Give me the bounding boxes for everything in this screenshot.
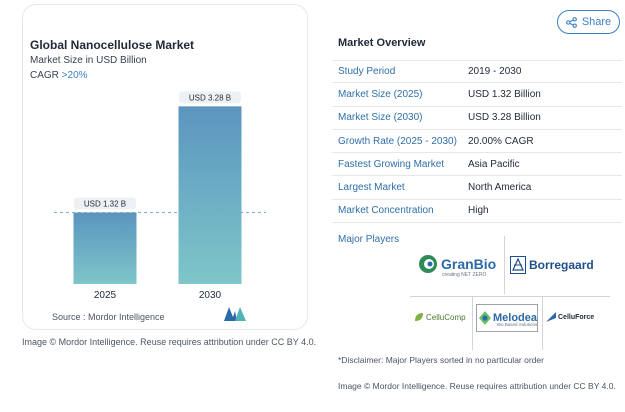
overview-row-fastest-growing: Fastest Growing Market Asia Pacific	[332, 153, 622, 177]
cellucomp-logo: CelluComp	[414, 312, 466, 322]
divider	[504, 236, 505, 294]
melodea-subtitle: Bio Based Solutions	[497, 322, 538, 327]
borregaard-logo: Borregaard	[510, 256, 594, 274]
chart-attribution: Image © Mordor Intelligence. Reuse requi…	[22, 337, 317, 347]
players-grid: GranBio creating NET ZERO Borregaard Cel…	[410, 236, 610, 350]
overview-row-market-size-2025: Market Size (2025) USD 1.32 Billion	[332, 83, 622, 107]
granbio-swirl-icon	[419, 255, 437, 273]
overview-label: Market Concentration	[338, 205, 434, 217]
overview-label: Study Period	[338, 66, 396, 78]
share-icon	[565, 16, 577, 28]
cagr-value: >20%	[61, 70, 88, 81]
x-tick-label: 2030	[199, 290, 222, 301]
players-title: Major Players	[338, 234, 400, 245]
overview-row-growth-rate: Growth Rate (2025 - 2030) 20.00% CAGR	[332, 130, 622, 154]
data-label-bg	[179, 91, 241, 104]
divider	[472, 296, 473, 350]
chart-subtitle: Market Size in USD Billion	[30, 55, 147, 66]
cellucomp-leaf-icon	[415, 313, 423, 321]
share-label: Share	[581, 16, 612, 28]
share-button[interactable]: Share	[557, 10, 620, 34]
overview-row-market-size-2030: Market Size (2030) USD 3.28 Billion	[332, 107, 622, 130]
overview-value: Asia Pacific	[468, 158, 520, 170]
data-label-bg	[74, 197, 136, 210]
granbio-tagline: creating NET ZERO	[442, 272, 487, 278]
overview-label: Growth Rate (2025 - 2030)	[338, 135, 457, 147]
overview-value: 2019 - 2030	[468, 66, 522, 78]
overview-value: USD 3.28 Billion	[468, 112, 541, 124]
overview-table: Study Period 2019 - 2030 Market Size (20…	[332, 60, 622, 224]
overview-row-largest-market: Largest Market North America	[332, 176, 622, 200]
data-label: USD 3.28 B	[189, 93, 231, 102]
overview-label: Market Size (2025)	[338, 88, 423, 100]
overview-row-concentration: Market Concentration High	[332, 200, 622, 224]
bar-chart: USD 1.32 B 2025 USD 3.28 B 2030	[54, 91, 266, 301]
overview-value: North America	[468, 182, 532, 194]
melodea-emblem-icon	[479, 311, 491, 325]
bar-2025	[73, 212, 137, 284]
celluforce-logo: CelluForce	[546, 312, 594, 322]
bar-2030	[178, 106, 242, 284]
mordor-logo-icon	[224, 307, 246, 321]
attribution-right: Image © Mordor Intelligence. Reuse requi…	[338, 381, 616, 391]
granbio-name: GranBio	[441, 256, 497, 272]
borregaard-name: Borregaard	[529, 258, 594, 272]
x-tick-label: 2025	[94, 290, 117, 301]
cellucomp-name: CelluComp	[426, 312, 466, 322]
overview-title: Market Overview	[338, 37, 426, 49]
overview-value: 20.00% CAGR	[468, 135, 534, 147]
cagr-prefix: CAGR	[30, 70, 62, 81]
granbio-logo: GranBio creating NET ZERO	[418, 254, 497, 278]
celluforce-arrow-icon	[546, 312, 556, 322]
data-label: USD 1.32 B	[84, 200, 126, 209]
melodea-name: Melodea	[492, 311, 537, 324]
borregaard-emblem-icon	[510, 256, 526, 274]
celluforce-name: CelluForce	[558, 313, 595, 321]
overview-label: Largest Market	[338, 182, 405, 194]
overview-label: Fastest Growing Market	[338, 158, 445, 170]
chart-title: Global Nanocellulose Market	[30, 38, 195, 52]
chart-source: Source : Mordor Intelligence	[52, 312, 165, 322]
overview-label: Market Size (2030)	[338, 112, 423, 124]
overview-row-study-period: Study Period 2019 - 2030	[332, 60, 622, 84]
melodea-logo: Melodea Bio Based Solutions	[476, 304, 538, 332]
disclaimer: *Disclaimer: Major Players sorted in no …	[338, 355, 544, 365]
overview-value: High	[468, 205, 489, 217]
chart-cagr: CAGR >20%	[30, 70, 88, 81]
chart-card	[22, 4, 308, 330]
overview-value: USD 1.32 Billion	[468, 88, 541, 100]
divider	[410, 296, 610, 297]
divider	[542, 296, 543, 350]
